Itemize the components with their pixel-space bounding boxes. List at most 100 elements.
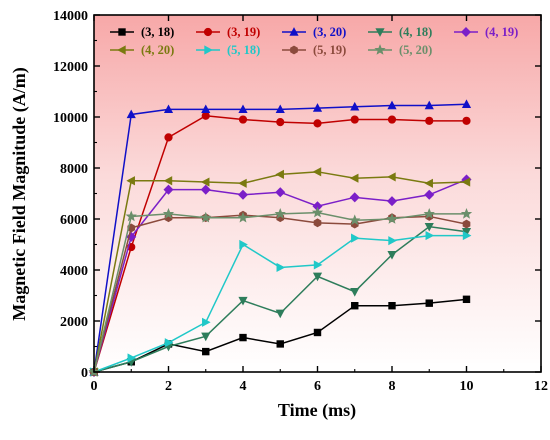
data-point (237, 211, 249, 223)
y-tick-label: 6000 (60, 213, 88, 228)
data-point (387, 100, 397, 110)
data-point (239, 239, 248, 250)
data-point (461, 99, 472, 108)
y-tick-label: 4000 (60, 264, 88, 279)
x-tick-label: 12 (534, 379, 548, 394)
data-point (312, 167, 322, 177)
data-point (200, 184, 211, 195)
data-point (349, 214, 361, 226)
data-point (462, 116, 471, 125)
data-point (386, 196, 398, 207)
y-tick-label: 12000 (53, 60, 88, 75)
legend-marker (117, 45, 126, 55)
data-point (424, 222, 434, 232)
series-4-18 (89, 222, 472, 377)
legend-item: (5, 19) (282, 43, 346, 57)
data-point (201, 111, 210, 120)
legend-marker (290, 45, 298, 55)
data-point (127, 353, 137, 363)
data-point (349, 192, 360, 203)
data-point (425, 299, 433, 307)
series-3-20 (89, 99, 472, 376)
data-point (313, 328, 322, 337)
legend-marker (375, 28, 385, 37)
legend-item: (4, 20) (110, 43, 174, 57)
data-point (313, 260, 323, 270)
y-tick-label: 0 (81, 366, 88, 381)
data-point (237, 189, 249, 200)
data-point (238, 296, 248, 306)
data-point (386, 213, 398, 224)
data-point (164, 133, 173, 142)
data-point (162, 207, 175, 219)
legend-item: (4, 18) (368, 25, 432, 39)
legend-item: (3, 18) (110, 25, 174, 39)
series-layer (88, 99, 473, 378)
legend-marker (460, 26, 472, 38)
x-tick-label: 10 (460, 379, 474, 394)
legend-label: (3, 20) (313, 25, 346, 39)
data-point (239, 333, 247, 342)
legend-item: (4, 19) (454, 25, 518, 39)
data-point (202, 347, 210, 356)
data-point (163, 104, 174, 114)
legend-label: (5, 20) (399, 43, 432, 57)
data-point (351, 233, 360, 243)
data-point (275, 187, 286, 198)
legend-label: (5, 18) (227, 43, 260, 57)
legend-item: (5, 20) (368, 43, 432, 57)
data-point (462, 295, 471, 304)
data-point (200, 177, 210, 187)
data-point (425, 116, 434, 125)
data-point (424, 100, 434, 110)
legend: (3, 18) (3, 19) (3, 20) (4, 18) (4, 19) (4, 2… (110, 25, 518, 57)
data-point (387, 251, 397, 260)
legend-label: (4, 20) (141, 43, 174, 57)
legend-marker (118, 28, 126, 36)
data-point (387, 115, 397, 124)
data-point (462, 230, 472, 241)
data-point (424, 189, 435, 200)
data-point (387, 172, 396, 182)
data-point (238, 115, 248, 124)
data-point (313, 119, 322, 128)
data-point (311, 206, 324, 218)
data-point (201, 104, 211, 114)
data-point (275, 309, 285, 319)
data-point (388, 236, 397, 246)
data-point (276, 117, 285, 127)
data-point (349, 173, 359, 183)
legend-marker (203, 27, 213, 37)
data-point (238, 178, 247, 188)
data-point (163, 176, 173, 186)
data-point (350, 101, 360, 111)
x-tick-label: 0 (91, 379, 98, 394)
data-point (312, 272, 323, 282)
legend-item: (3, 20) (282, 25, 346, 39)
legend-marker (204, 45, 213, 55)
data-point (351, 301, 359, 310)
data-point (425, 230, 435, 241)
data-point (274, 207, 286, 219)
x-tick-label: 6 (314, 379, 321, 394)
y-tick-label: 8000 (60, 162, 88, 177)
data-point (388, 301, 396, 310)
x-tick-label: 4 (240, 379, 247, 394)
legend-item: (5, 18) (196, 43, 260, 57)
x-axis-title: Time (ms) (278, 400, 356, 421)
data-point (423, 207, 435, 219)
plot-background (94, 15, 541, 372)
data-point (126, 176, 135, 186)
data-point (163, 184, 174, 195)
data-point (201, 332, 211, 342)
y-axis-title: Magnetic Field Magnitude (A/m) (9, 67, 30, 320)
data-point (238, 104, 248, 114)
data-point (313, 218, 322, 228)
legend-label: (3, 19) (227, 25, 260, 39)
data-point (460, 207, 473, 219)
data-point (164, 338, 174, 348)
data-point (200, 211, 212, 223)
series-4-20 (89, 167, 471, 377)
legend-label: (5, 19) (313, 43, 346, 57)
